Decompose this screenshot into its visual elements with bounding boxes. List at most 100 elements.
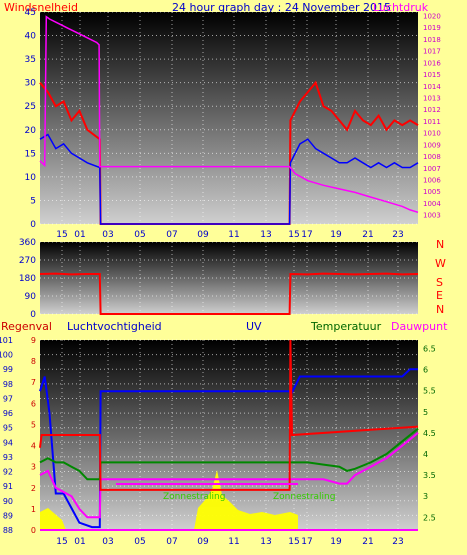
rain-tick-3: 3 (31, 463, 36, 472)
direction-series (39, 272, 419, 315)
humidity-tick-1: 89 (3, 511, 13, 520)
humidity-tick-9: 97 (3, 394, 13, 403)
wind-tick-4: 20 (25, 126, 37, 136)
time-tick-bot-0: 15 (56, 537, 67, 547)
wind-speed-label: Windsnelheid (4, 1, 78, 14)
humidity-tick-11: 99 (3, 365, 13, 374)
time-tick-bot-11: 21 (362, 537, 373, 547)
time-tick-bot-5: 09 (197, 537, 209, 547)
direction-tick-3: 270 (19, 256, 36, 266)
pressure-tick-8: 1011 (423, 118, 441, 126)
wind-tick-9: 45 (25, 8, 36, 18)
direction-tick-0: 0 (30, 310, 36, 320)
humidity-tick-4: 92 (3, 468, 13, 477)
pressure-tick-14: 1017 (423, 48, 441, 56)
time-tick-top-1: 01 (74, 230, 85, 240)
pressure-tick-11: 1014 (423, 83, 441, 91)
rain-tick-6: 6 (31, 399, 36, 408)
pressure-tick-16: 1019 (423, 24, 441, 32)
rain-label: Regenval (1, 320, 52, 333)
pressure-tick-3: 1006 (423, 176, 441, 184)
direction-tick-2: 180 (19, 274, 36, 284)
humidity-tick-10: 98 (3, 380, 13, 389)
wind-tick-8: 40 (25, 32, 37, 42)
temperature-tick-2: 3.5 (423, 471, 436, 480)
temperature-tick-1: 3 (423, 492, 428, 501)
compass-n-bottom: N (436, 303, 444, 316)
pressure-tick-13: 1016 (423, 59, 441, 67)
compass-s: S (436, 276, 443, 289)
bottom-series (39, 339, 419, 531)
wind-tick-2: 10 (25, 173, 37, 183)
wind-tick-5: 25 (25, 102, 36, 112)
solar-label-2: Zonnestraling (273, 492, 335, 502)
temperature-tick-3: 4 (423, 450, 428, 459)
humidity-tick-3: 91 (3, 482, 13, 491)
time-tick-bot-7: 13 (260, 537, 271, 547)
wind-tick-0: 0 (30, 220, 36, 230)
series-line-top-2 (39, 15, 419, 214)
pressure-tick-4: 1007 (423, 165, 441, 173)
compass-e: E (436, 289, 443, 302)
temperature-label: Temperatuur (310, 320, 382, 333)
compass-labels: N W S E N (435, 238, 446, 316)
rain-tick-2: 2 (31, 484, 36, 493)
series-line-top-0 (39, 80, 419, 225)
solar-label-1: Zonnestraling (163, 492, 225, 502)
page-title: 24 hour graph day : 24 November 2015 (172, 1, 391, 14)
time-tick-bot-1: 01 (74, 537, 85, 547)
wind-tick-7: 35 (25, 55, 36, 65)
temperature-tick-7: 6 (423, 366, 428, 375)
time-tick-top-5: 09 (197, 230, 209, 240)
humidity-tick-0: 88 (3, 526, 13, 535)
compass-n-top: N (436, 238, 444, 251)
pressure-tick-1: 1004 (423, 200, 441, 208)
pressure-tick-10: 1013 (423, 95, 441, 103)
time-tick-bot-8: 15 (288, 537, 299, 547)
series-line-bot-3 (39, 339, 419, 491)
pressure-tick-2: 1005 (423, 188, 441, 196)
time-tick-top-12: 23 (392, 230, 403, 240)
humidity-tick-7: 95 (3, 424, 13, 433)
solar-area-0 (40, 508, 66, 530)
top-series (39, 15, 419, 225)
direction-plot-area (40, 242, 418, 314)
humidity-tick-8: 96 (3, 409, 13, 418)
temperature-tick-6: 5.5 (423, 387, 436, 396)
direction-tick-4: 360 (19, 238, 36, 248)
time-tick-top-9: 17 (301, 230, 312, 240)
series-line-bot-2 (39, 432, 419, 519)
time-tick-top-8: 15 (288, 230, 299, 240)
series-line-bot-1 (39, 427, 419, 481)
rain-tick-5: 5 (31, 420, 36, 429)
series-line-top-1 (39, 133, 419, 225)
humidity-tick-13: 101 (0, 336, 13, 345)
wind-tick-3: 15 (25, 149, 36, 159)
pressure-tick-12: 1015 (423, 71, 441, 79)
pressure-tick-15: 1018 (423, 36, 441, 44)
humidity-tick-12: 100 (0, 351, 13, 360)
time-tick-bot-6: 11 (228, 537, 239, 547)
rain-tick-1: 1 (31, 505, 36, 514)
time-tick-bot-2: 03 (102, 537, 113, 547)
pressure-tick-0: 1003 (423, 212, 441, 220)
pressure-tick-17: 1020 (423, 13, 441, 21)
time-tick-bot-12: 23 (392, 537, 403, 547)
rain-tick-8: 8 (31, 357, 36, 366)
time-tick-top-7: 13 (260, 230, 271, 240)
temperature-tick-5: 5 (423, 408, 428, 417)
pressure-tick-7: 1010 (423, 130, 441, 138)
temperature-tick-8: 6.5 (423, 344, 436, 353)
pressure-tick-5: 1008 (423, 153, 441, 161)
direction-tick-1: 90 (25, 292, 37, 302)
time-tick-bot-9: 17 (301, 537, 312, 547)
time-tick-top-11: 21 (362, 230, 373, 240)
dewpoint-label: Dauwpunt (391, 320, 448, 333)
rain-tick-7: 7 (31, 378, 36, 387)
humidity-label: Luchtvochtigheid (67, 320, 162, 333)
rain-tick-0: 0 (31, 526, 36, 535)
time-tick-top-4: 07 (166, 230, 177, 240)
wind-tick-6: 30 (25, 79, 37, 89)
